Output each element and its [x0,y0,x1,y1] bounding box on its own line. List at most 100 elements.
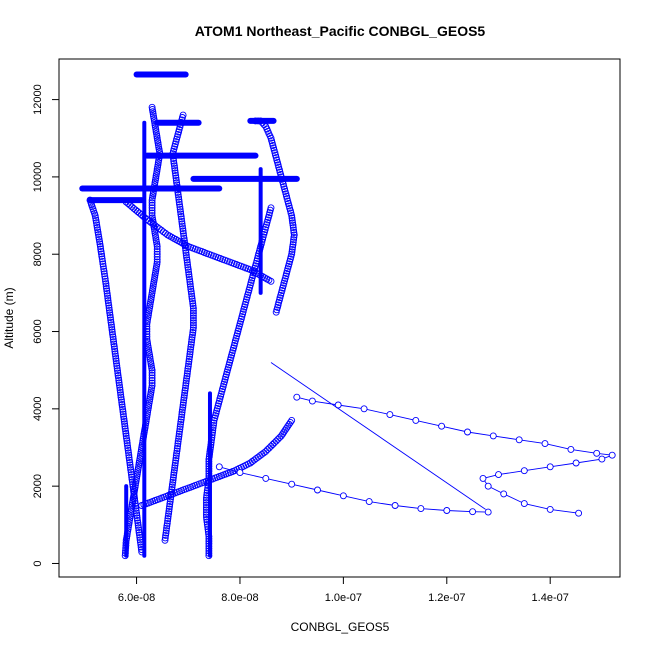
data-point [123,437,131,445]
data-point [148,212,156,220]
data-point [152,236,160,244]
data-point [161,536,169,544]
y-tick-label: 0 [32,560,44,566]
data-point [152,128,160,136]
data-point [130,492,138,500]
data-point [515,436,523,444]
data-point [265,444,273,452]
data-point [116,388,124,396]
data-point [170,466,178,474]
data-point [188,333,196,341]
data-point [288,416,296,424]
data-point [186,348,194,356]
data-point [171,169,179,177]
data-point [152,267,160,275]
data-point [168,481,176,489]
data-point [179,401,187,409]
data-point [93,224,101,231]
data-point [267,277,275,285]
data-point [165,505,173,513]
data-point [106,314,114,321]
data-point [132,504,140,512]
data-point [391,502,399,509]
data-point [186,278,194,286]
data-point [189,302,197,310]
x-axis: 6.0e-08 8.0e-08 1.0e-07 1.2e-07 1.4e-07 [118,576,569,604]
data-point [123,439,131,447]
data-point [185,358,193,365]
data-point [126,459,134,466]
data-point [186,350,194,358]
data-point [189,316,197,324]
data-point [176,425,184,433]
data-point [127,471,135,479]
data-point [178,220,186,228]
data-point [288,216,296,224]
data-point [148,379,156,387]
data-point [289,221,297,229]
data-point [104,294,112,302]
data-point [112,352,120,360]
data-point [290,231,298,239]
data-point [113,364,121,372]
data-point [187,287,195,295]
data-point [146,355,154,363]
data-point [111,347,119,355]
data-point [180,232,188,240]
data-point [135,209,143,217]
y-axis-label: Altitude (m) [2,287,16,348]
data-point [189,312,197,320]
data-point [152,174,160,182]
data-point [153,167,161,175]
data-point [114,369,122,377]
data-point [182,251,190,259]
data-point [110,338,118,346]
data-point [148,384,156,392]
data-point [94,231,102,239]
data-point [131,495,139,503]
data-point [484,482,492,490]
data-point [101,275,109,283]
data-point [183,372,191,380]
data-point [125,454,133,462]
data-point [132,206,140,214]
data-point [98,252,106,260]
data-point [153,250,161,258]
data-point [135,526,143,534]
data-point [148,209,156,217]
data-point [122,432,130,440]
data-point [180,391,188,399]
data-point [149,285,157,292]
data-point [412,416,420,424]
data-point [495,471,502,479]
data-point [127,466,135,474]
data-point [124,442,131,450]
data-point [187,283,194,291]
data-point [148,206,156,214]
data-point [185,355,193,363]
data-point [189,297,196,305]
data-point [262,474,270,482]
data-point [177,208,184,216]
data-point [185,273,193,281]
data-point [129,483,137,491]
data-point [151,229,159,237]
data-point [148,103,156,111]
data-point [171,461,179,469]
data-point [120,417,128,425]
data-point [179,225,187,233]
data-point [114,372,122,379]
data-point [187,341,195,349]
data-point [289,243,297,251]
data-point [163,524,171,532]
data-point [129,485,137,493]
data-point [97,248,105,255]
data-point [484,508,492,516]
data-point [146,395,154,403]
data-point [135,461,143,469]
data-point [546,463,554,471]
data-point [290,233,298,241]
data-point [168,483,176,491]
data-point [132,507,140,515]
data-point [125,451,133,459]
